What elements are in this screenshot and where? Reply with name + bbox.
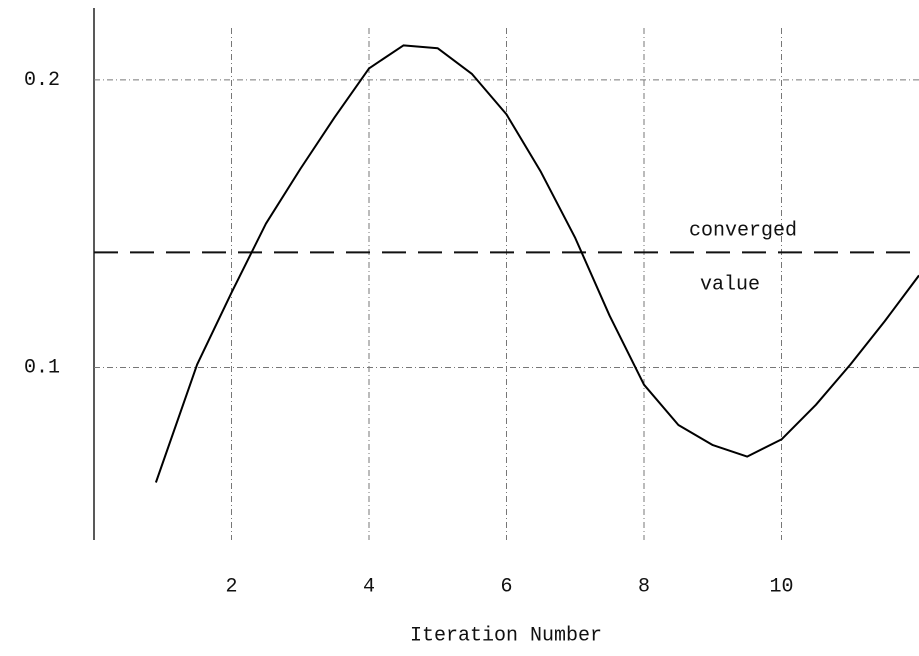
x-axis-label: Iteration Number (410, 624, 602, 647)
y-tick-label: 0.2 (24, 69, 60, 92)
y-tick-label: 0.1 (24, 357, 60, 380)
annotation: value (700, 274, 760, 297)
data-line (154, 44, 919, 483)
x-tick-label: 2 (225, 575, 237, 598)
annotation: converged (689, 220, 797, 243)
x-tick-label: 6 (500, 575, 512, 598)
x-tick-label: 4 (363, 575, 375, 598)
x-tick-label: 8 (638, 575, 650, 598)
x-tick-label: 10 (769, 575, 793, 598)
